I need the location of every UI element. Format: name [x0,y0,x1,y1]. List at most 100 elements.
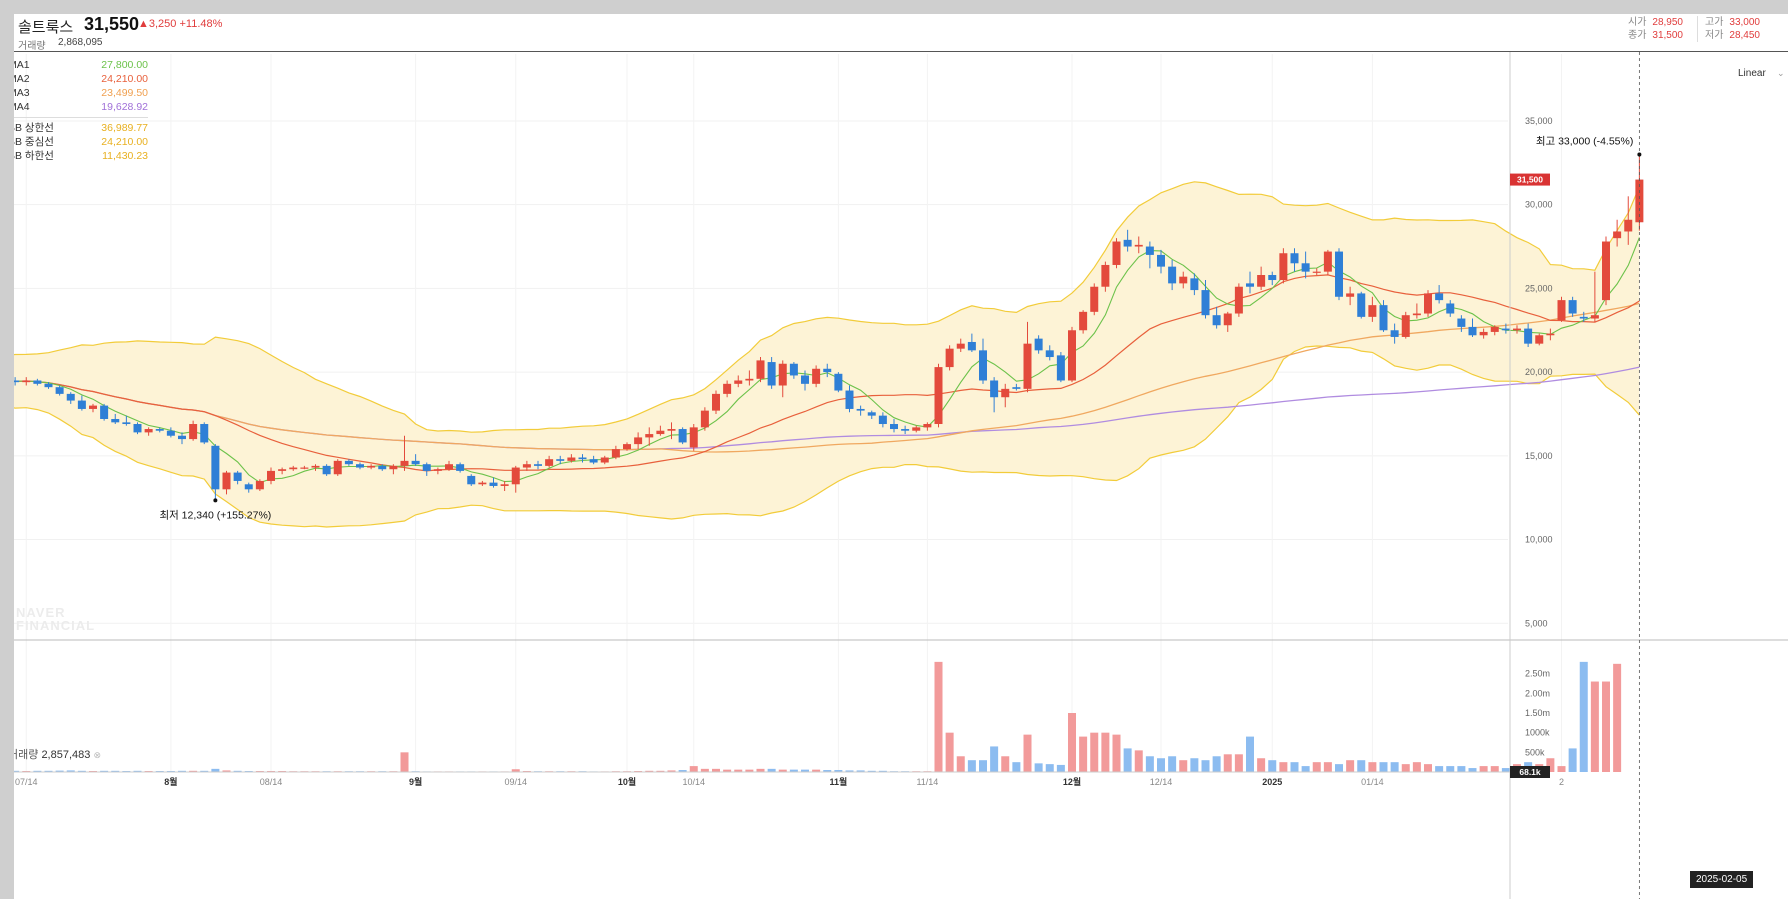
y-tick-label: 10,000 [1525,535,1553,545]
chevron-down-icon[interactable]: ⌄ [1777,68,1785,78]
legend-ma3[interactable]: MA3 23,499.50 [14,86,148,100]
volume-bar [1134,750,1143,772]
legend-bb-lower-value: 11,430.23 [102,150,148,162]
legend-bb-lower[interactable]: BB 하한선 11,430.23 [14,149,148,163]
volume-bar [1346,760,1355,772]
low-marker [213,498,218,503]
candle-body [578,457,587,460]
y-tick-label: 15,000 [1525,451,1553,461]
volume-bar [990,746,999,772]
candle-body [378,465,387,470]
volume-bar [1212,756,1221,772]
legend-ma1[interactable]: MA1 27,800.00 [14,58,148,72]
volume-bar [189,770,198,772]
volume-bar [823,770,832,772]
legend-divider [14,117,148,118]
candle-body [1590,315,1599,319]
legend-ma4[interactable]: MA4 19,628.92 [14,100,148,114]
volume-bar [100,770,109,772]
volume-bar [689,766,698,772]
price-change: ▲3,250 +11.48% [138,18,223,30]
volume-bar [400,752,409,772]
volume-panel-title: 거래량 2,857,483 ⊗ [14,746,101,762]
volume-bar [700,768,709,772]
x-tick-label: 09/14 [504,777,527,787]
legend-bb-middle-value: 24,210.00 [101,136,148,148]
volume-bar [55,770,64,772]
bollinger-upper-line [14,181,1640,433]
y-tick-label: 5,000 [1525,618,1548,628]
candle-body [1112,241,1121,265]
candle-body [990,380,999,398]
current-price-tag-text: 31,500 [1517,175,1543,185]
stock-name[interactable]: 솔트룩스 [18,19,74,36]
volume-bar [856,770,865,772]
volume-bar [712,768,720,772]
legend-ma4-label: MA4 [14,101,30,113]
candle-body [1157,254,1165,267]
volume-bar [1579,661,1588,772]
candle-body [344,460,353,465]
legend-bb-upper-label: BB 상한선 [14,122,54,134]
y-tick-label: 20,000 [1525,367,1553,377]
candle-body [1524,328,1533,344]
candle-body [712,393,720,411]
bollinger-lower-line [14,345,1640,528]
legend-bb-middle-label: BB 중심선 [14,136,54,148]
candle-body [1290,253,1299,264]
legend-ma2[interactable]: MA2 24,210.00 [14,72,148,86]
volume-bar [878,770,887,772]
legend-ma4-value: 19,628.92 [101,101,148,113]
candle-body [1457,318,1466,327]
ma2-line [14,274,1640,472]
volume-bar [645,770,654,772]
candle-body [1101,264,1110,287]
quote-header: 솔트룩스 31,550 ▲3,250 +11.48% 거래량 2,868,095… [14,14,1788,52]
candle-body [1068,330,1076,381]
candle-body [1179,276,1188,284]
legend-ma1-value: 27,800.00 [101,59,148,71]
volume-bar [801,769,809,772]
candle-body [634,437,643,445]
volume-panel-value: 2,857,483 [41,749,91,761]
volume-bar [1190,758,1199,772]
volume-bar [222,770,231,772]
x-tick-label: 07/14 [15,777,38,787]
legend-ma1-label: MA1 [14,59,30,71]
candle-body [89,405,97,409]
x-tick-label: 01/14 [1361,777,1384,787]
volume-bar [1290,762,1299,772]
x-tick-label: 12/14 [1150,777,1173,787]
candle-body [1557,300,1566,321]
volume-bar [1390,762,1399,772]
volume-bar [845,770,854,772]
x-tick-label: 8월 [164,776,177,787]
volume-bar [233,770,242,772]
volume-bar [723,769,732,772]
bollinger-band-fill [14,181,1640,527]
candle-body [1435,293,1444,301]
price-chart[interactable]: 35,000 30,000 25,000 20,000 15,000 10,000 5,00… [14,14,1788,899]
volume-bar [1090,732,1099,772]
close-icon[interactable]: ⊗ [93,750,101,760]
x-tick-label: 2025 [1262,777,1282,787]
candle-body [22,380,31,383]
candle-body [1034,338,1043,351]
volume-bar [178,770,186,772]
volume-bar [867,770,876,772]
candle-body [211,445,220,490]
x-tick-label: 11/14 [916,777,938,787]
legend-ma3-label: MA3 [14,87,30,99]
candle-body [1223,313,1232,326]
candle-body [233,472,242,481]
candle-body [367,465,376,468]
legend-bb-upper[interactable]: BB 상한선 36,989.77 [14,121,148,135]
candle-body [645,434,654,438]
volume-bar [1357,760,1366,772]
volume-tick-label: 1.50m [1525,708,1550,718]
candle-body [389,465,398,470]
scale-mode-dropdown[interactable]: Linear [1738,68,1766,79]
legend-bb-middle[interactable]: BB 중심선 24,210.00 [14,135,148,149]
candle-body [979,350,987,381]
high-value: 33,000 [1729,17,1760,28]
